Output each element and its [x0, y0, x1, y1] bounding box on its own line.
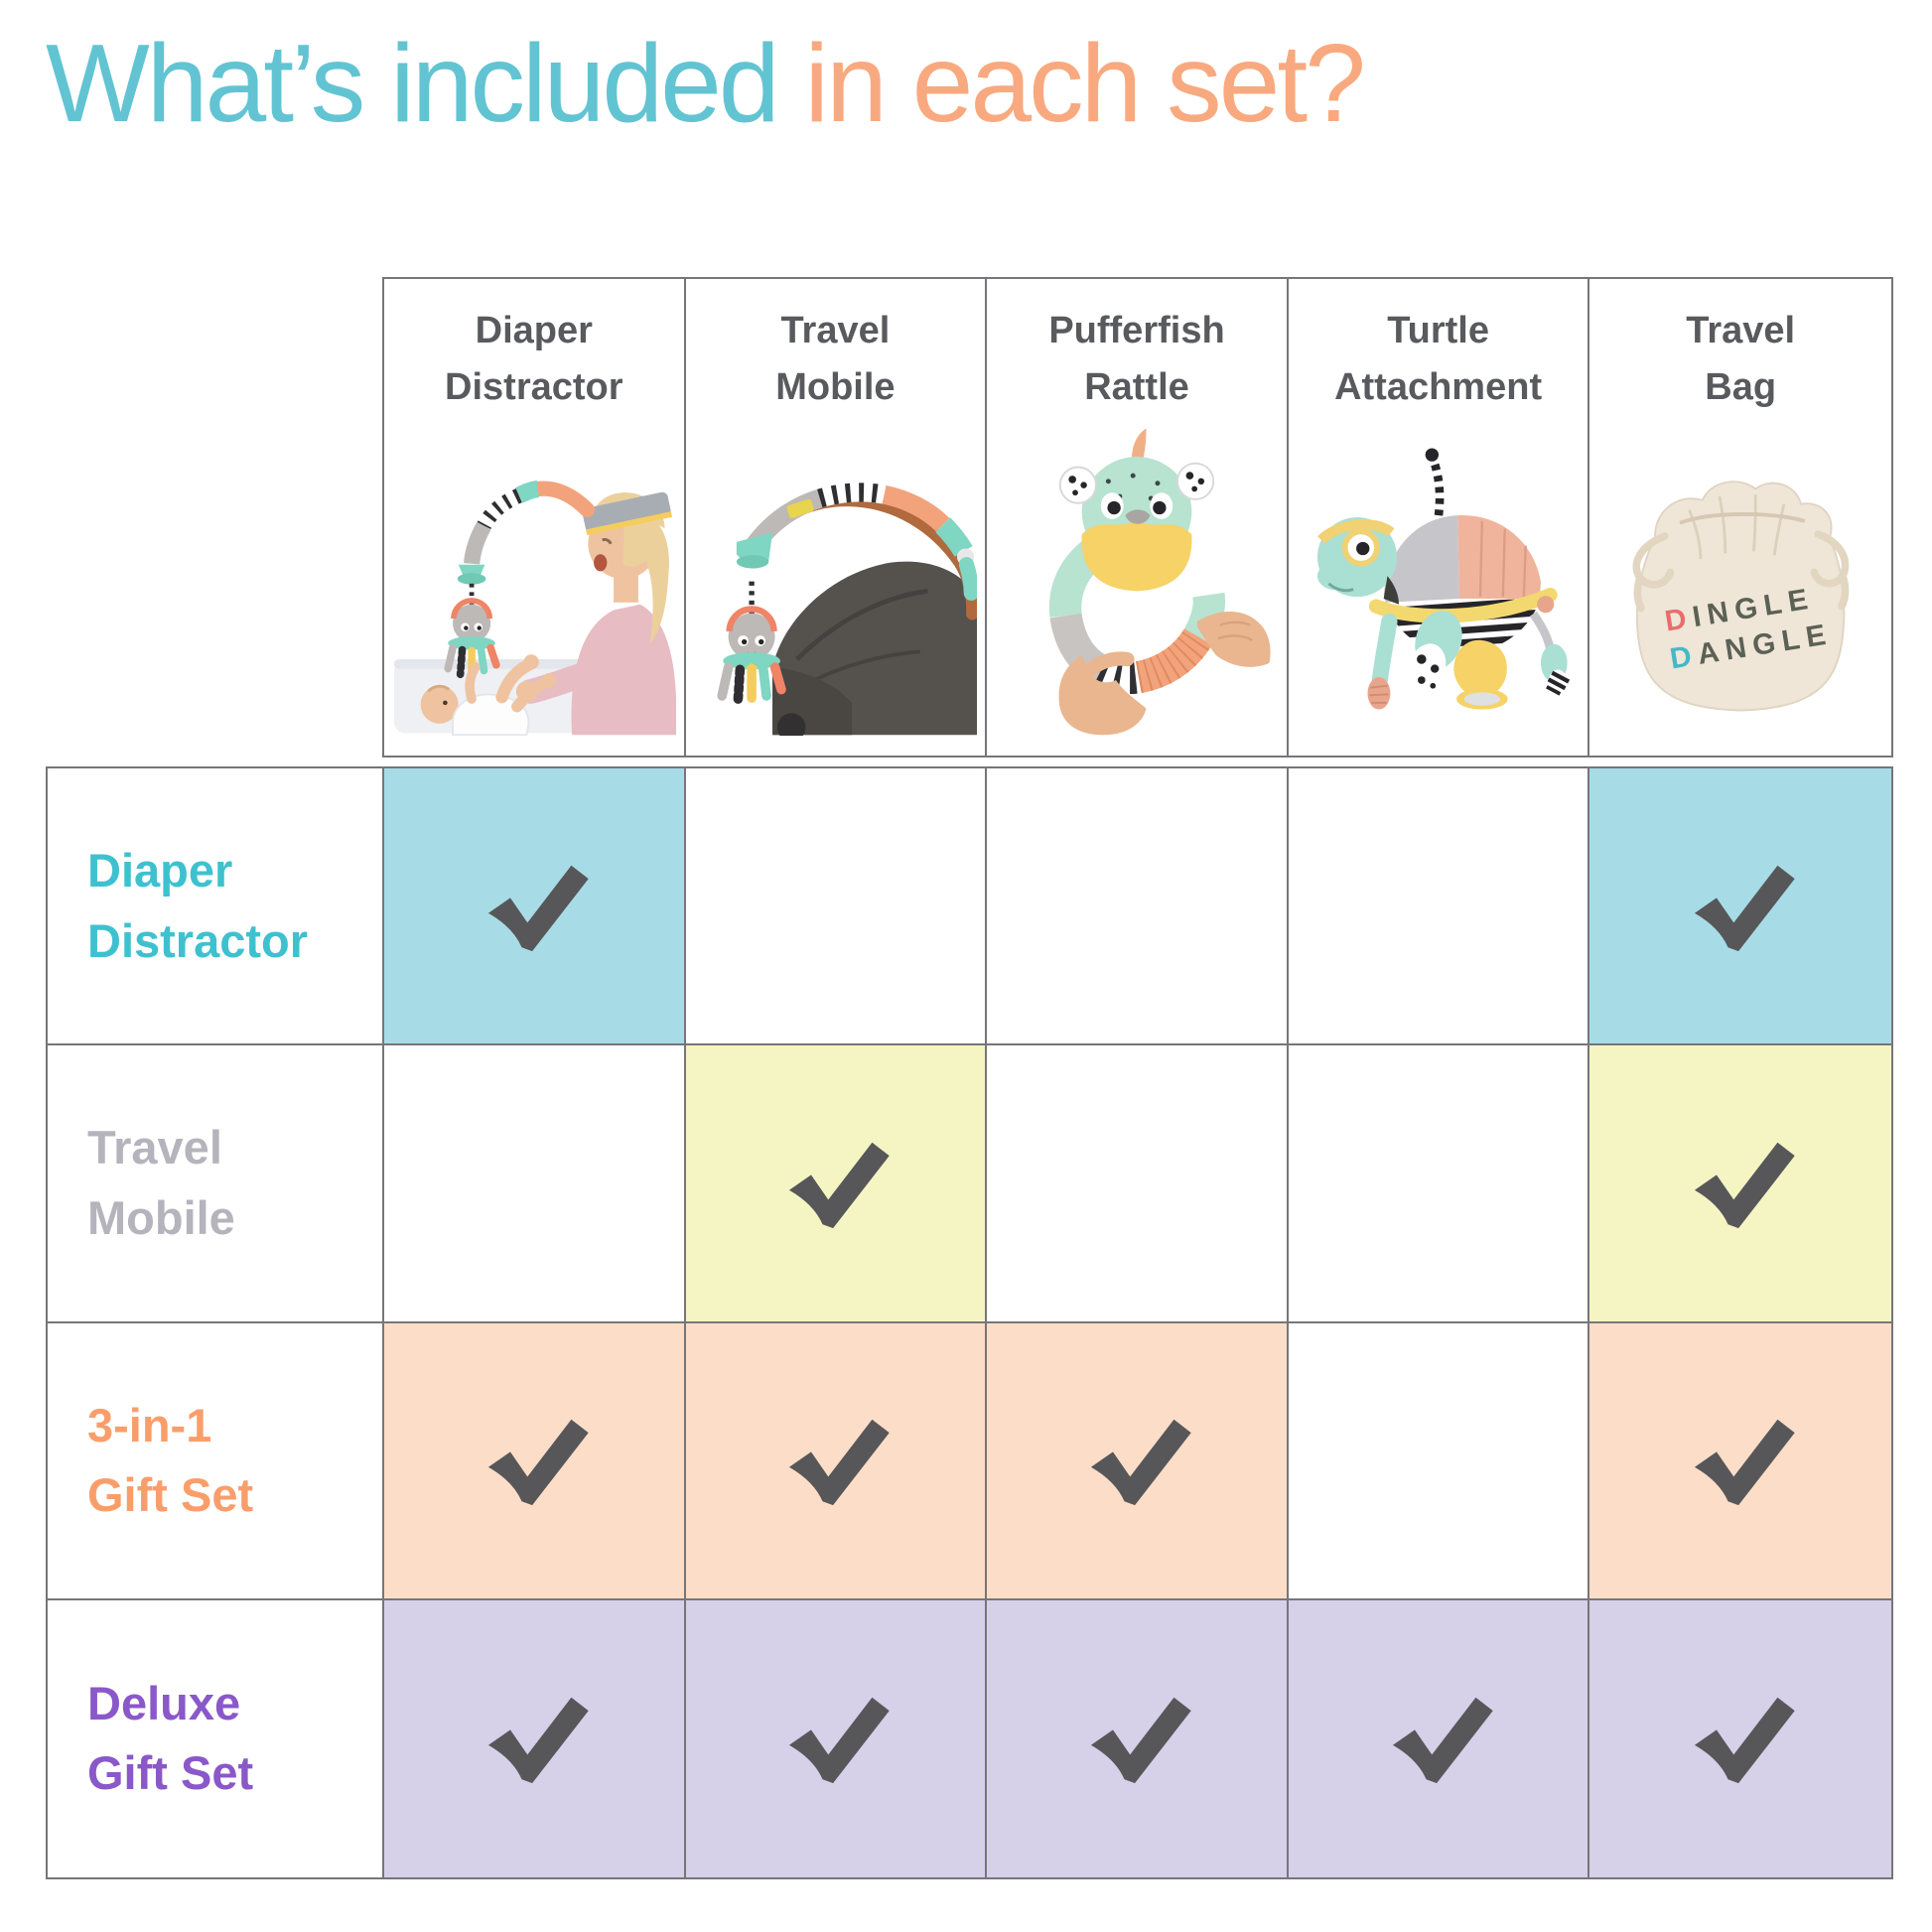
check-icon [1695, 1142, 1795, 1228]
check-icon [1695, 865, 1795, 951]
product-header-travel-bag: Travel Bag DINGLE DANGLE [1589, 279, 1891, 756]
product-header-pufferfish-rattle: Pufferfish Rattle [987, 279, 1289, 756]
product-label-line: Attachment [1334, 366, 1543, 408]
check-icon [1090, 1419, 1191, 1506]
row-label-line: Gift Set [87, 1468, 254, 1522]
product-header-row: Diaper Distractor [382, 277, 1893, 758]
row-label-line: Deluxe [87, 1676, 241, 1729]
table-cell [384, 1599, 686, 1877]
page-title: What’s included in each set? [46, 20, 1366, 147]
row-label-line: Distractor [87, 913, 309, 967]
bag-logo-d1: D [1663, 602, 1696, 638]
product-label-line: Travel [1686, 310, 1796, 351]
title-highlight-teal: What’s included [46, 22, 780, 145]
table-cell [1589, 768, 1891, 1046]
check-icon [487, 1419, 589, 1506]
product-header-label: Travel Bag [1686, 303, 1795, 416]
check-icon [1695, 1698, 1795, 1784]
row-label-diaper-distractor: Diaper Distractor [48, 768, 384, 1046]
table-cell [384, 1045, 686, 1323]
product-header-diaper-distractor: Diaper Distractor [384, 279, 686, 756]
row-label-travel-mobile: Travel Mobile [48, 1045, 384, 1323]
table-cell [685, 1599, 988, 1877]
table-cell [987, 768, 1289, 1046]
row-label-deluxe-gift-set: Deluxe Gift Set [48, 1599, 384, 1877]
check-icon [487, 1698, 589, 1784]
row-label-3-in-1-gift-set: 3-in-1 Gift Set [48, 1322, 384, 1600]
table-cell [1589, 1322, 1891, 1600]
product-header-label: Diaper Distractor [445, 303, 623, 416]
table-cell [384, 1322, 686, 1600]
product-header-turtle-attachment: Turtle Attachment [1289, 279, 1590, 756]
check-icon [1090, 1698, 1191, 1784]
product-label-line: Turtle [1387, 310, 1489, 351]
travel-mobile-photo [717, 483, 978, 736]
product-label-line: Pufferfish [1048, 310, 1225, 351]
check-icon [789, 1698, 891, 1784]
comparison-table: Diaper Distractor Travel Mobile 3-in-1 G… [46, 766, 1893, 1879]
table-cell [1288, 1045, 1590, 1323]
check-icon [487, 865, 589, 951]
table-cell [1589, 1599, 1891, 1877]
pufferfish-rattle-photo [1048, 428, 1271, 736]
turtle-attachment-photo [1316, 448, 1570, 710]
product-label-line: Mobile [775, 366, 896, 408]
check-icon [1695, 1419, 1795, 1506]
row-label-line: Travel [87, 1121, 222, 1174]
table-cell [384, 768, 686, 1046]
travel-bag-photo: DINGLE DANGLE [1632, 481, 1850, 712]
product-header-label: Travel Mobile [775, 303, 895, 416]
product-header-label: Pufferfish Rattle [1048, 303, 1224, 416]
table-cell [1288, 768, 1590, 1046]
table-cell [987, 1599, 1289, 1877]
check-icon [789, 1419, 891, 1506]
table-cell [1589, 1045, 1891, 1323]
bag-logo-d2: D [1668, 638, 1701, 675]
table-cell [685, 768, 988, 1046]
table-cell [685, 1322, 988, 1600]
row-label-line: Mobile [87, 1190, 235, 1244]
table-cell [987, 1322, 1289, 1600]
check-icon [1392, 1698, 1493, 1784]
table-cell [987, 1045, 1289, 1323]
table-cell [1288, 1599, 1590, 1877]
row-label-line: 3-in-1 [87, 1398, 212, 1451]
product-label-line: Diaper [475, 310, 593, 351]
table-cell [1288, 1322, 1590, 1600]
product-label-line: Distractor [445, 366, 623, 408]
row-label-line: Gift Set [87, 1746, 254, 1800]
product-label-line: Bag [1705, 366, 1777, 408]
table-cell [685, 1045, 988, 1323]
title-highlight-orange: in each set? [776, 22, 1366, 145]
product-header-travel-mobile: Travel Mobile [686, 279, 988, 756]
product-label-line: Rattle [1084, 366, 1189, 408]
product-label-line: Travel [780, 310, 891, 351]
diaper-distractor-photo [393, 480, 676, 736]
check-icon [789, 1142, 891, 1228]
product-header-label: Turtle Attachment [1334, 303, 1542, 416]
row-label-line: Diaper [87, 844, 233, 897]
